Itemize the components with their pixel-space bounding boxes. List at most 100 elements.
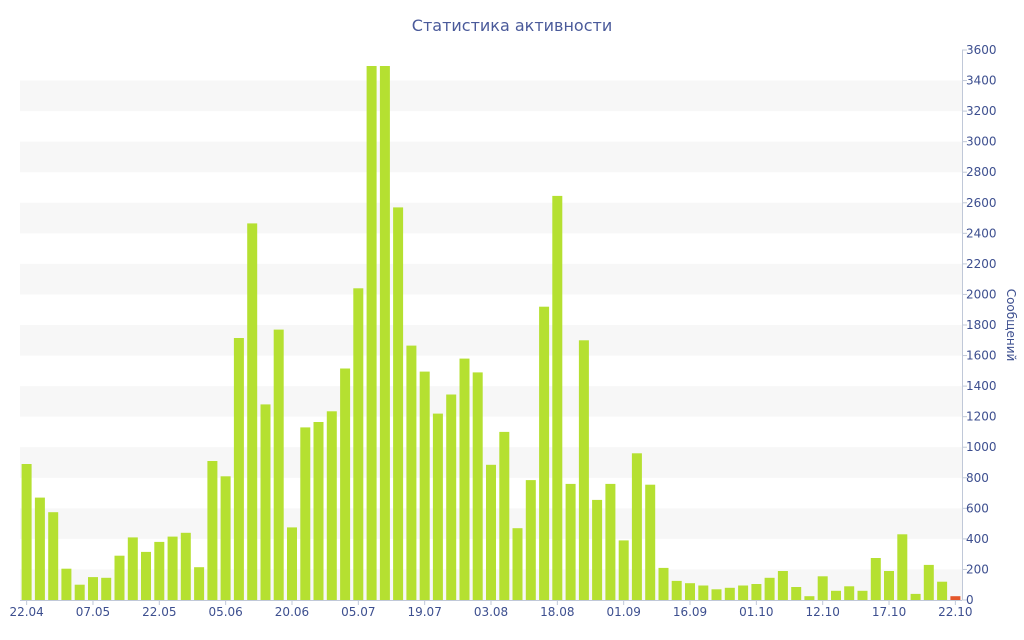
y-axis-ticks: 0 200 400 600 800 1000 1200 1400 1600 1800 2000 220… — [962, 43, 997, 607]
bar[interactable] — [671, 580, 682, 600]
y-tick-label: 2600 — [966, 196, 997, 210]
bar[interactable] — [88, 577, 98, 600]
y-tick-label: 3200 — [966, 104, 997, 118]
bar[interactable] — [751, 584, 762, 600]
bar[interactable] — [857, 590, 868, 600]
bar[interactable] — [685, 583, 695, 600]
bar[interactable] — [631, 453, 642, 600]
bar[interactable] — [764, 577, 775, 600]
bar[interactable] — [167, 536, 178, 600]
bar[interactable] — [565, 483, 576, 600]
bar[interactable] — [393, 207, 404, 600]
bar[interactable] — [61, 568, 72, 600]
bar[interactable] — [658, 567, 669, 600]
grid-band — [20, 80, 962, 112]
grid-band — [20, 263, 962, 295]
bar[interactable] — [154, 541, 165, 600]
bar[interactable] — [937, 581, 948, 600]
bar[interactable] — [273, 329, 284, 600]
x-tick-label: 12.10 — [806, 605, 840, 619]
bar[interactable] — [831, 590, 841, 600]
bar[interactable] — [777, 571, 788, 600]
x-tick-label: 05.07 — [341, 605, 375, 619]
y-tick-label: 2200 — [966, 257, 997, 271]
grid-bands — [20, 80, 962, 600]
y-tick-label: 600 — [966, 501, 989, 515]
bar[interactable] — [48, 512, 59, 600]
y-tick-label: 800 — [966, 471, 989, 485]
x-tick-label: 20.06 — [275, 605, 309, 619]
y-tick-label: 1400 — [966, 379, 997, 393]
bar[interactable] — [897, 534, 908, 600]
bar[interactable] — [578, 340, 589, 600]
bar[interactable] — [499, 431, 510, 600]
bar[interactable] — [950, 596, 961, 600]
bar[interactable] — [141, 551, 151, 600]
bar[interactable] — [459, 358, 470, 600]
x-tick-label: 01.10 — [739, 605, 773, 619]
bar[interactable] — [432, 413, 443, 600]
bars-group — [21, 66, 961, 601]
bar[interactable] — [698, 585, 709, 601]
bar[interactable] — [247, 223, 258, 600]
bar[interactable] — [738, 585, 749, 601]
bar[interactable] — [525, 480, 536, 600]
bar[interactable] — [406, 345, 417, 600]
x-tick-label: 17.10 — [872, 605, 906, 619]
bar[interactable] — [366, 66, 377, 600]
bar[interactable] — [260, 404, 271, 600]
bar[interactable] — [791, 587, 802, 600]
bar[interactable] — [804, 596, 815, 600]
bar[interactable] — [300, 427, 311, 600]
bar[interactable] — [605, 483, 616, 600]
bar[interactable] — [313, 422, 324, 600]
bar[interactable] — [127, 537, 138, 600]
y-tick-label: 1000 — [966, 440, 997, 454]
bar[interactable] — [233, 338, 244, 600]
x-tick-label: 05.06 — [208, 605, 242, 619]
bar[interactable] — [21, 464, 32, 600]
x-tick-label: 19.07 — [407, 605, 441, 619]
bar[interactable] — [180, 532, 191, 600]
bar[interactable] — [724, 587, 735, 600]
y-tick-label: 2000 — [966, 287, 997, 301]
bar[interactable] — [287, 527, 297, 600]
x-tick-label: 07.05 — [76, 605, 110, 619]
y-tick-label: 400 — [966, 532, 989, 546]
bar[interactable] — [711, 589, 722, 600]
bar[interactable] — [618, 540, 629, 600]
bar[interactable] — [220, 476, 231, 601]
chart-title: Статистика активности — [412, 16, 612, 35]
bar[interactable] — [419, 371, 430, 600]
bar[interactable] — [34, 497, 45, 600]
x-tick-label: 18.08 — [540, 605, 574, 619]
y-tick-label: 2800 — [966, 165, 997, 179]
bar[interactable] — [592, 499, 603, 600]
bar[interactable] — [539, 306, 550, 600]
y-tick-label: 2400 — [966, 226, 997, 240]
bar[interactable] — [645, 484, 656, 600]
bar[interactable] — [870, 558, 881, 600]
x-axis-ticks: 22.04 07.05 22.05 05.06 20.06 05.07 19.07 03.08… — [9, 600, 973, 619]
bar[interactable] — [923, 564, 934, 600]
y-tick-label: 1200 — [966, 410, 997, 424]
bar[interactable] — [472, 372, 483, 600]
bar[interactable] — [74, 584, 85, 600]
bar[interactable] — [884, 571, 894, 600]
bar[interactable] — [379, 66, 390, 600]
bar[interactable] — [817, 576, 828, 600]
bar[interactable] — [844, 586, 855, 601]
bar[interactable] — [101, 577, 112, 600]
bar[interactable] — [326, 411, 337, 600]
bar[interactable] — [353, 288, 364, 600]
bar[interactable] — [114, 555, 125, 600]
bar[interactable] — [512, 528, 523, 600]
bar[interactable] — [207, 461, 218, 600]
bar[interactable] — [486, 464, 496, 600]
bar[interactable] — [552, 195, 563, 600]
bar[interactable] — [340, 368, 351, 601]
bar[interactable] — [194, 567, 205, 600]
bar[interactable] — [446, 394, 457, 601]
bar[interactable] — [910, 593, 921, 600]
